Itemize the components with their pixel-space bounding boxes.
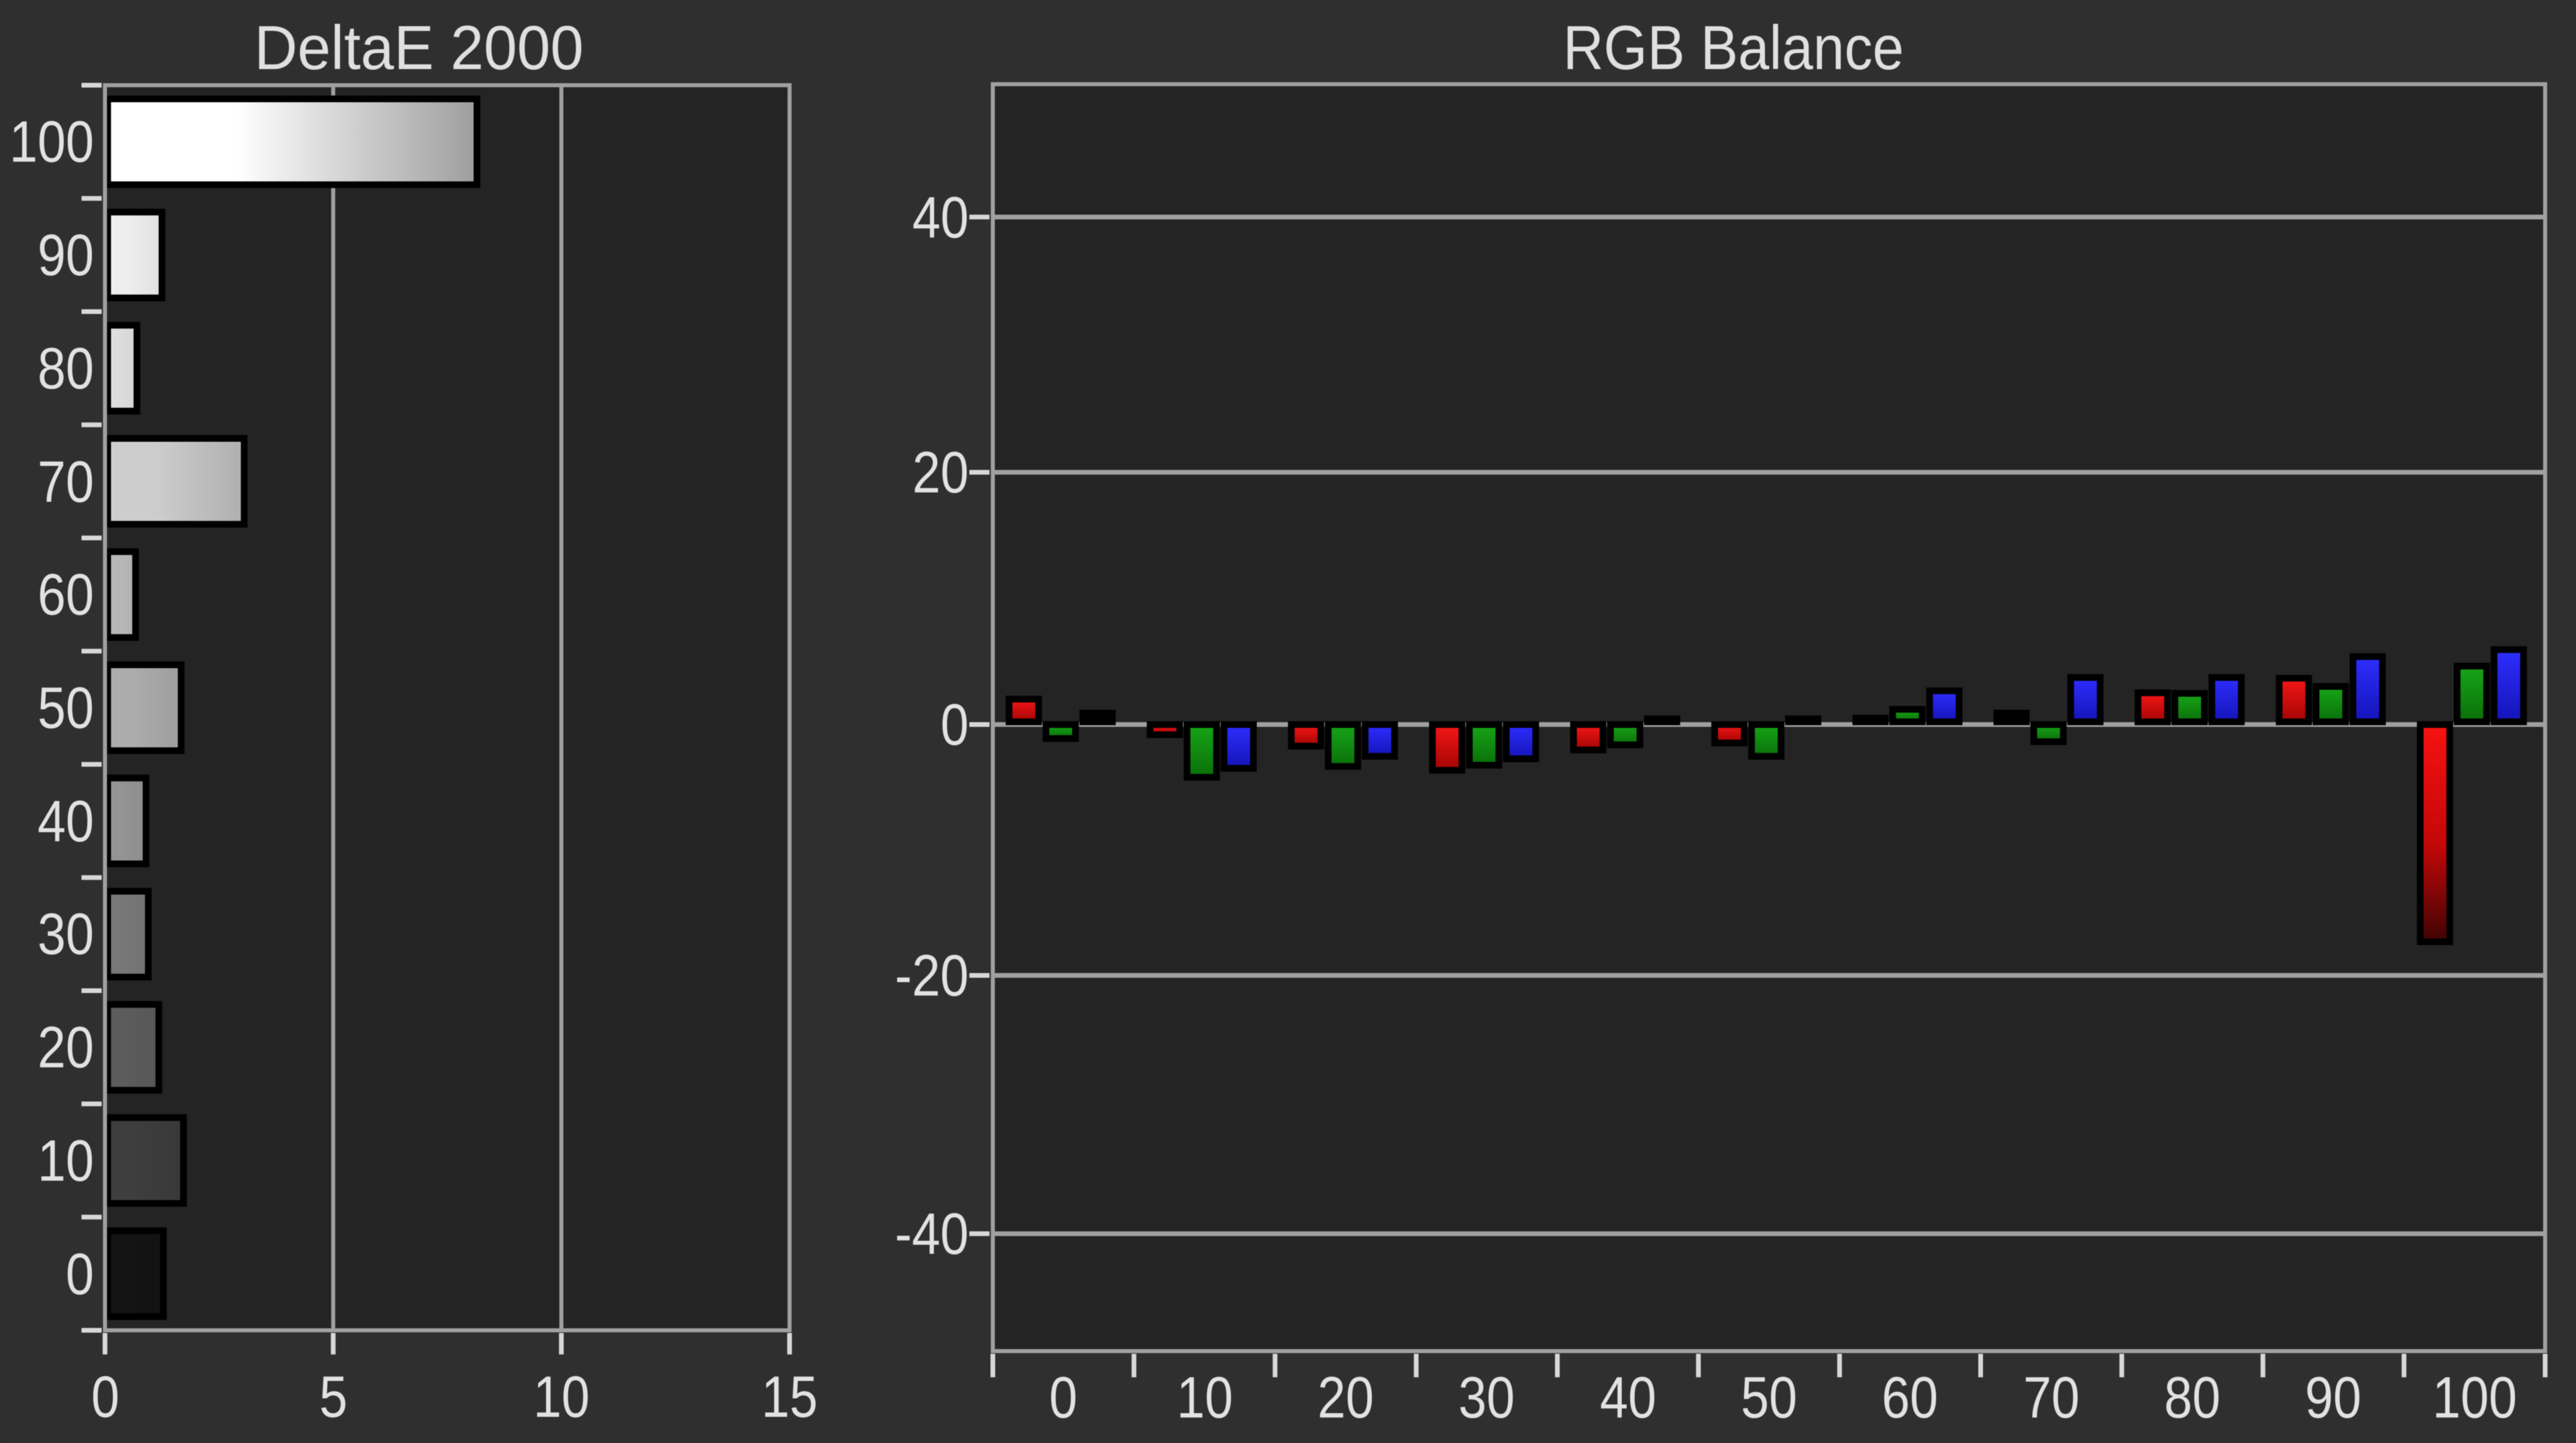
svg-text:40: 40: [1600, 1365, 1656, 1430]
svg-text:0: 0: [941, 692, 969, 757]
svg-text:20: 20: [38, 1015, 94, 1080]
svg-text:100: 100: [2432, 1365, 2517, 1430]
svg-text:50: 50: [1741, 1365, 1797, 1430]
svg-text:70: 70: [2023, 1365, 2080, 1430]
svg-text:90: 90: [2305, 1365, 2361, 1430]
svg-text:RGB Balance: RGB Balance: [1563, 13, 1904, 83]
svg-text:20: 20: [1318, 1365, 1374, 1430]
svg-text:40: 40: [38, 789, 94, 854]
svg-text:0: 0: [1049, 1365, 1077, 1430]
svg-text:40: 40: [912, 185, 969, 250]
svg-text:80: 80: [2164, 1365, 2220, 1430]
svg-text:DeltaE 2000: DeltaE 2000: [254, 13, 584, 83]
svg-text:10: 10: [1177, 1365, 1233, 1430]
svg-text:70: 70: [38, 449, 94, 515]
svg-text:-20: -20: [895, 943, 969, 1008]
svg-text:50: 50: [38, 676, 94, 741]
svg-text:10: 10: [533, 1365, 590, 1430]
svg-text:15: 15: [761, 1365, 818, 1430]
svg-text:30: 30: [1458, 1365, 1515, 1430]
svg-text:-40: -40: [895, 1201, 969, 1267]
svg-text:20: 20: [912, 440, 969, 505]
svg-text:5: 5: [319, 1365, 347, 1430]
svg-text:80: 80: [38, 336, 94, 401]
svg-text:100: 100: [9, 109, 94, 174]
svg-text:60: 60: [1882, 1365, 1938, 1430]
svg-text:60: 60: [38, 562, 94, 627]
svg-text:10: 10: [38, 1128, 94, 1193]
svg-text:0: 0: [66, 1242, 94, 1307]
svg-text:0: 0: [91, 1365, 119, 1430]
svg-text:90: 90: [38, 223, 94, 288]
svg-text:30: 30: [38, 902, 94, 967]
